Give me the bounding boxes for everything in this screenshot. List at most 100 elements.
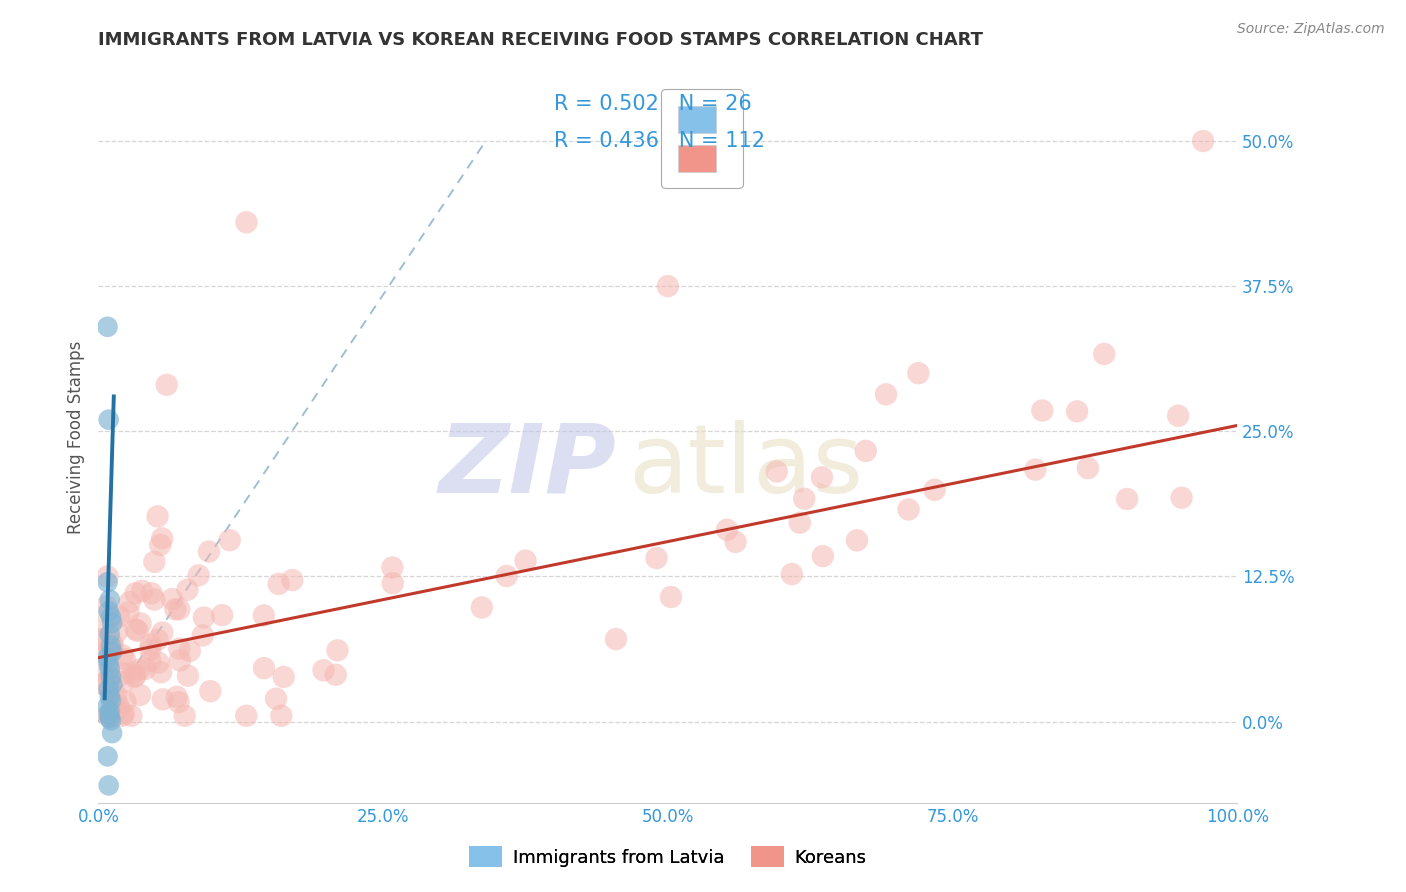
Point [114,652,136,666]
Point [235,708,257,723]
Point [780,567,803,582]
Point [90,632,112,647]
Point [125,623,148,637]
Point [381,576,404,591]
Point [101,636,124,650]
Point [146,509,169,524]
Point [150,665,173,680]
Point [97,412,120,426]
Point [139,638,162,652]
Point [129,688,152,702]
Point [105,688,128,702]
Point [100,639,122,653]
Point [273,670,295,684]
Text: ZIP: ZIP [439,420,617,513]
Point [90,664,112,678]
Point [98,662,121,676]
Point [98,711,121,725]
Point [100,670,122,684]
Point [107,702,129,716]
Point [129,616,152,631]
Point [267,577,290,591]
Point [166,690,188,704]
Point [515,554,537,568]
Point [114,694,136,708]
Point [198,544,221,558]
Point [139,654,162,668]
Point [218,533,240,548]
Point [94,644,117,658]
Point [152,692,174,706]
Point [143,592,166,607]
Point [97,657,120,671]
Point [101,645,124,659]
Point [97,778,120,792]
Legend: Immigrants from Latvia, Koreans: Immigrants from Latvia, Koreans [463,839,873,874]
Point [169,653,191,667]
Point [150,625,173,640]
Point [264,691,287,706]
Point [96,749,118,764]
Point [96,599,118,614]
Point [101,615,124,630]
Point [1077,461,1099,475]
Text: R = 0.436   N = 112: R = 0.436 N = 112 [554,131,765,151]
Y-axis label: Receiving Food Stamps: Receiving Food Stamps [66,341,84,533]
Text: atlas: atlas [628,420,863,513]
Point [111,648,134,663]
Point [108,609,131,624]
Point [605,632,627,646]
Point [924,483,946,497]
Point [325,667,347,681]
Point [118,595,141,609]
Point [165,602,187,616]
Point [1024,463,1046,477]
Point [150,532,173,546]
Point [143,555,166,569]
Point [253,661,276,675]
Point [107,698,129,712]
Point [98,627,121,641]
Point [179,644,201,658]
Point [96,650,118,665]
Point [120,708,142,723]
Point [716,523,738,537]
Point [146,632,169,647]
Point [1066,404,1088,418]
Point [90,619,112,633]
Point [156,377,179,392]
Point [1192,134,1215,148]
Point [253,608,276,623]
Point [121,666,143,681]
Point [659,590,682,604]
Point [100,714,122,728]
Point [897,502,920,516]
Point [98,592,121,607]
Point [765,465,787,479]
Point [134,662,156,676]
Point [124,670,146,684]
Point [96,319,118,334]
Point [128,663,150,677]
Point [98,704,121,718]
Point [211,608,233,623]
Point [169,641,191,656]
Point [471,600,494,615]
Point [91,632,114,647]
Point [811,549,834,563]
Point [907,366,929,380]
Point [96,575,118,590]
Point [149,538,172,552]
Point [131,583,153,598]
Point [1116,491,1139,506]
Point [1167,409,1189,423]
Point [139,642,162,657]
Point [169,602,191,616]
Point [101,639,124,653]
Text: IMMIGRANTS FROM LATVIA VS KOREAN RECEIVING FOOD STAMPS CORRELATION CHART: IMMIGRANTS FROM LATVIA VS KOREAN RECEIVI… [98,31,983,49]
Point [160,592,183,607]
Point [281,573,304,587]
Point [98,646,121,660]
Point [97,604,120,618]
Point [97,708,120,723]
